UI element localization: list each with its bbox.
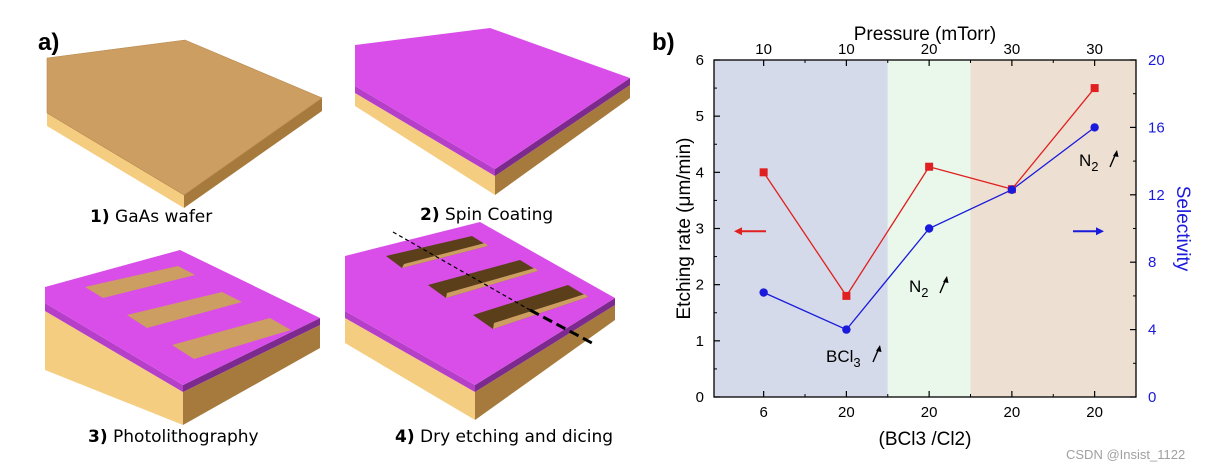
data-point-selectivity: [842, 325, 851, 334]
stripe-opening-1: [85, 266, 195, 298]
y-tick-label-right: 0: [1148, 389, 1156, 406]
bottom-axis-title: (BCl3 /Cl2): [879, 429, 972, 450]
step-2-caption: 2) Spin Coating: [420, 205, 553, 225]
dicing-line: [529, 308, 593, 345]
left-axis-arrowhead: [734, 227, 742, 236]
y-tick-label-left: 5: [696, 108, 704, 125]
y-tick-label-right: 16: [1148, 119, 1165, 136]
plot-frame: [713, 59, 1137, 398]
trench-3: [473, 285, 588, 329]
shaded-region-3: [970, 60, 1136, 397]
y-tick-label-left: 2: [696, 277, 704, 294]
step-4-caption: 4) Dry etching and dicing: [395, 427, 613, 447]
y-tick-label-right: 20: [1148, 52, 1165, 69]
x-tick-label-top: 20: [921, 41, 938, 58]
trench-2: [428, 260, 538, 298]
y-tick-label-right: 4: [1148, 322, 1156, 339]
x-tick-label-bottom: 20: [1004, 404, 1021, 421]
annot-n2-top-arrow-head: [1113, 150, 1119, 157]
data-point-selectivity: [759, 288, 768, 297]
data-point-selectivity: [1007, 185, 1017, 194]
stripe-opening-3: [172, 318, 291, 359]
top-axis-title: Pressure (mTorr): [854, 24, 997, 45]
x-tick-label-top: 10: [838, 41, 855, 58]
trench-1: [386, 236, 488, 268]
stripe-opening-2: [127, 292, 242, 328]
panel-a-label: a): [38, 29, 59, 56]
y-tick-label-left: 4: [696, 164, 704, 181]
y-tick-label-left: 0: [696, 389, 704, 406]
y-tick-label-left: 1: [696, 333, 704, 350]
annot-n2-mid-arrow-head: [943, 276, 949, 283]
x-tick-label-top: 30: [1004, 41, 1021, 58]
right-axis-arrowhead: [1096, 227, 1104, 236]
data-point-etching-rate: [759, 168, 768, 177]
data-point-etching-rate: [1090, 84, 1099, 93]
x-tick-label-top: 30: [1086, 41, 1103, 58]
wafer-step-2: [355, 28, 630, 195]
panel-b-label: b): [652, 29, 675, 56]
data-point-etching-rate: [925, 162, 934, 171]
annot-bcl3-arrow-head: [876, 345, 882, 352]
y-tick-label-left: 6: [696, 52, 704, 69]
left-axis-title: Etching rate (μm/min): [674, 138, 695, 320]
data-point-selectivity: [924, 224, 934, 233]
annot-n2-mid: N2: [909, 277, 929, 300]
x-tick-label-bottom: 20: [921, 404, 938, 421]
wafer-step-1: [46, 39, 323, 208]
step-1-caption: 1) GaAs wafer: [90, 207, 212, 227]
data-point-etching-rate: [842, 291, 851, 300]
x-tick-label-bottom: 6: [759, 404, 767, 421]
x-tick-label-top: 10: [755, 41, 772, 58]
right-axis-title: Selectivity: [1172, 186, 1193, 272]
wafer-step-4: [345, 222, 615, 420]
watermark: CSDN @Insist_1122: [1066, 447, 1185, 462]
data-point-selectivity: [1090, 123, 1099, 132]
wafer-step-3: [45, 250, 320, 425]
y-tick-label-right: 8: [1148, 254, 1156, 271]
y-tick-label-left: 3: [696, 221, 704, 238]
annot-n2-top: N2: [1079, 151, 1099, 174]
step-3-caption: 3) Photolithography: [88, 427, 259, 447]
etching-chart: 61020102020203020300123456048121620Press…: [674, 24, 1193, 450]
x-tick-label-bottom: 20: [1086, 404, 1103, 421]
annot-bcl3: BCl3: [826, 347, 861, 370]
y-tick-label-right: 12: [1148, 187, 1165, 204]
x-tick-label-bottom: 20: [838, 404, 855, 421]
